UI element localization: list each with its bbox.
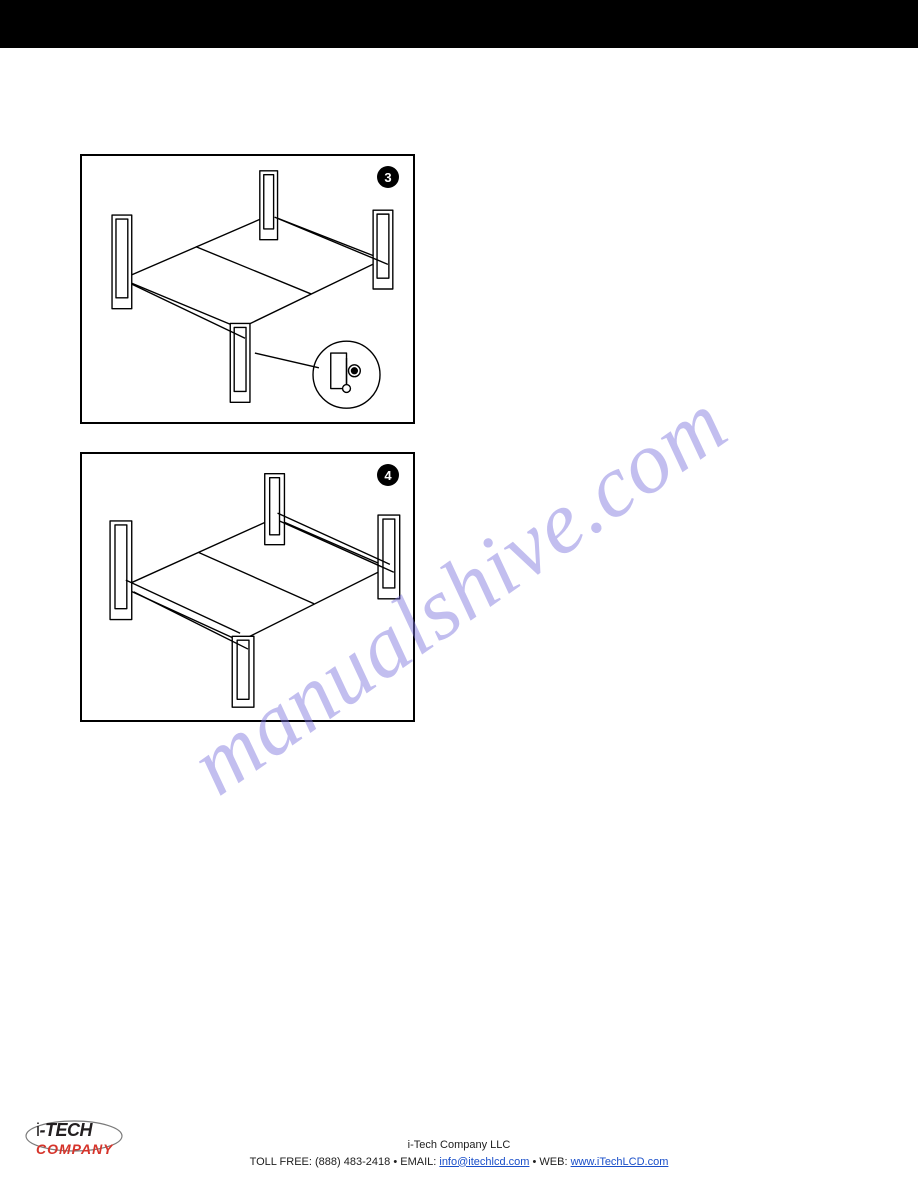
footer-tollfree-label: TOLL FREE: [250, 1156, 312, 1168]
top-bar [0, 0, 918, 48]
diagram-step-3 [82, 156, 413, 422]
figure-step-3: 3 [80, 154, 415, 424]
page-footer: i-Tech Company LLC TOLL FREE: (888) 483-… [0, 1137, 918, 1170]
footer-dot-2: • [532, 1156, 536, 1168]
footer-email-link[interactable]: info@itechlcd.com [439, 1156, 529, 1168]
diagram-step-4 [82, 454, 413, 720]
step-badge-3: 3 [377, 166, 399, 188]
footer-dot-1: • [393, 1156, 397, 1168]
step-number: 4 [384, 468, 391, 483]
footer-web-label: WEB: [539, 1156, 567, 1168]
step-badge-4: 4 [377, 464, 399, 486]
figure-step-4: 4 [80, 452, 415, 722]
footer-email-label: EMAIL: [400, 1156, 436, 1168]
footer-tollfree-value: (888) 483-2418 [315, 1156, 390, 1168]
footer-company: i-Tech Company LLC [408, 1139, 511, 1151]
step-number: 3 [384, 170, 391, 185]
footer-web-link[interactable]: www.iTechLCD.com [571, 1156, 669, 1168]
